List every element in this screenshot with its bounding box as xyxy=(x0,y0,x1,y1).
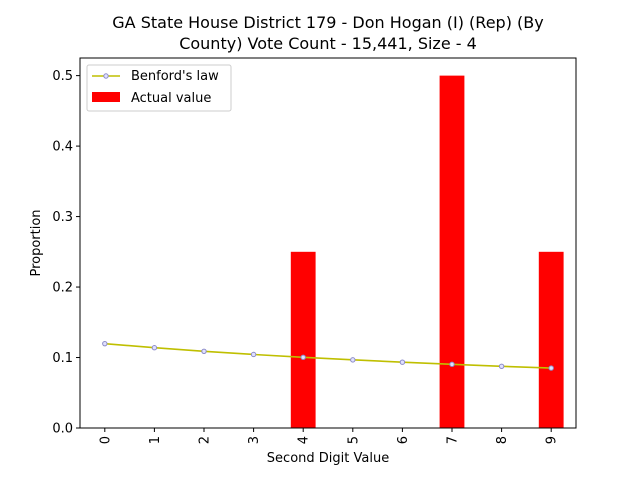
x-tick-label: 9 xyxy=(545,436,560,444)
benford-line xyxy=(104,342,552,369)
chart-title-line-2: County) Vote Count - 15,441, Size - 4 xyxy=(179,34,477,53)
legend-actual-swatch xyxy=(92,92,120,102)
y-tick-label: 0.1 xyxy=(52,351,73,366)
benford-point xyxy=(250,351,257,358)
x-tick-label: 5 xyxy=(346,436,361,444)
x-axis-label: Second Digit Value xyxy=(267,451,389,466)
x-tick-label: 1 xyxy=(148,436,163,444)
x-tick-label: 3 xyxy=(247,436,262,444)
benford-point xyxy=(201,348,207,355)
legend-benford-label: Benford's law xyxy=(131,69,219,84)
x-tick-label: 4 xyxy=(297,436,312,444)
benford-point xyxy=(151,345,158,351)
axes-frame xyxy=(79,57,577,429)
actual-value-bar xyxy=(538,251,564,428)
y-tick-label: 0.4 xyxy=(52,140,73,155)
y-tick-label: 0.5 xyxy=(52,69,73,84)
benford-point xyxy=(102,340,108,347)
x-axis-ticks: 0 1 2 3 4 5 6 7 8 9 xyxy=(98,428,560,444)
actual-value-bar xyxy=(290,251,316,428)
x-tick-label: 2 xyxy=(198,436,213,444)
y-tick-label: 0.0 xyxy=(52,422,73,437)
y-tick-label: 0.2 xyxy=(52,281,73,296)
y-tick-label: 0.3 xyxy=(52,210,73,225)
benford-point xyxy=(498,363,505,369)
actual-value-bar xyxy=(439,75,465,428)
benford-point xyxy=(399,359,406,365)
benford-point xyxy=(300,354,306,361)
benford-point xyxy=(548,365,554,371)
legend-benford-marker xyxy=(103,73,109,79)
plot-area xyxy=(102,75,564,428)
benford-point xyxy=(449,361,455,368)
legend-box xyxy=(86,64,232,112)
y-axis-ticks: 0.0 0.1 0.2 0.3 0.4 0.5 xyxy=(52,69,80,437)
chart-title-line-1: GA State House District 179 - Don Hogan … xyxy=(112,13,543,32)
x-tick-label: 0 xyxy=(98,436,113,444)
benford-point xyxy=(350,357,356,363)
x-tick-label: 6 xyxy=(396,436,411,444)
y-axis-label: Proportion xyxy=(29,209,44,276)
x-tick-label: 8 xyxy=(495,436,510,444)
legend: Benford's law Actual value xyxy=(86,64,232,112)
legend-actual-label: Actual value xyxy=(131,91,211,106)
x-tick-label: 7 xyxy=(446,436,461,444)
